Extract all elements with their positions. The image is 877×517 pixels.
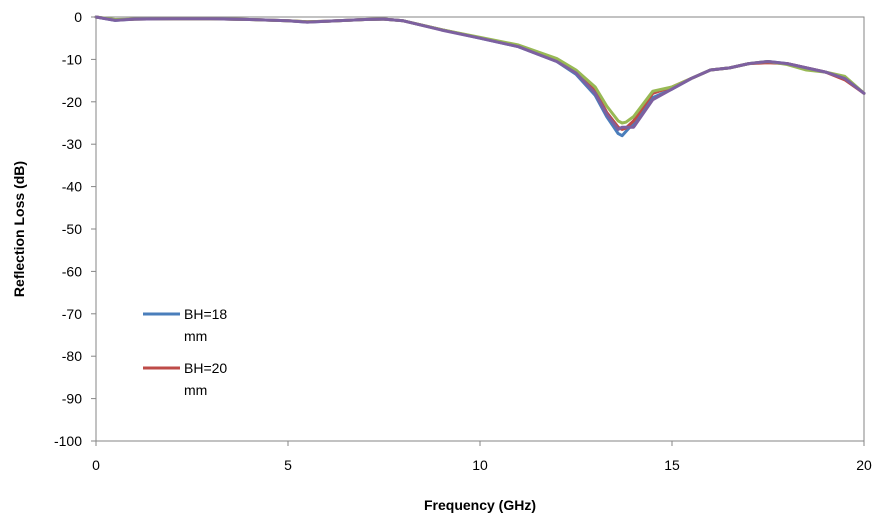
y-tick-label: -100	[54, 433, 82, 449]
legend-label: BH=18	[184, 306, 227, 322]
y-tick-label: -10	[62, 51, 82, 67]
plot-border	[95, 16, 865, 442]
y-axis-label: Reflection Loss (dB)	[11, 161, 27, 297]
legend-label-unit: mm	[184, 382, 207, 398]
series-line-3	[94, 15, 866, 125]
y-tick-label: -40	[62, 179, 82, 195]
x-axis-ticks: 0 5 10 15 20	[92, 441, 872, 473]
plot-area	[95, 16, 865, 442]
y-tick-label: -60	[62, 263, 82, 279]
x-tick-label: 10	[472, 457, 488, 473]
x-tick-label: 15	[664, 457, 680, 473]
y-tick-label: -50	[62, 221, 82, 237]
x-tick-label: 20	[856, 457, 872, 473]
series-layer	[94, 15, 866, 138]
x-tick-label: 5	[284, 457, 292, 473]
y-tick-label: -90	[62, 391, 82, 407]
x-axis-label: Frequency (GHz)	[424, 497, 536, 513]
legend: BH=18 mm BH=20 mm	[143, 306, 227, 398]
legend-label: BH=20	[184, 360, 227, 376]
legend-label-unit: mm	[184, 328, 207, 344]
y-tick-label: 0	[74, 9, 82, 25]
series-line-2	[94, 15, 866, 131]
y-axis-ticks: 0 -10 -20 -30 -40 -50 -60 -70 -80 -90 -100	[54, 9, 96, 449]
y-tick-label: -70	[62, 306, 82, 322]
x-tick-label: 0	[92, 457, 100, 473]
y-tick-label: -30	[62, 136, 82, 152]
y-tick-label: -20	[62, 94, 82, 110]
series-line-1	[94, 15, 866, 138]
series-line-4	[94, 15, 866, 131]
y-tick-label: -80	[62, 348, 82, 364]
